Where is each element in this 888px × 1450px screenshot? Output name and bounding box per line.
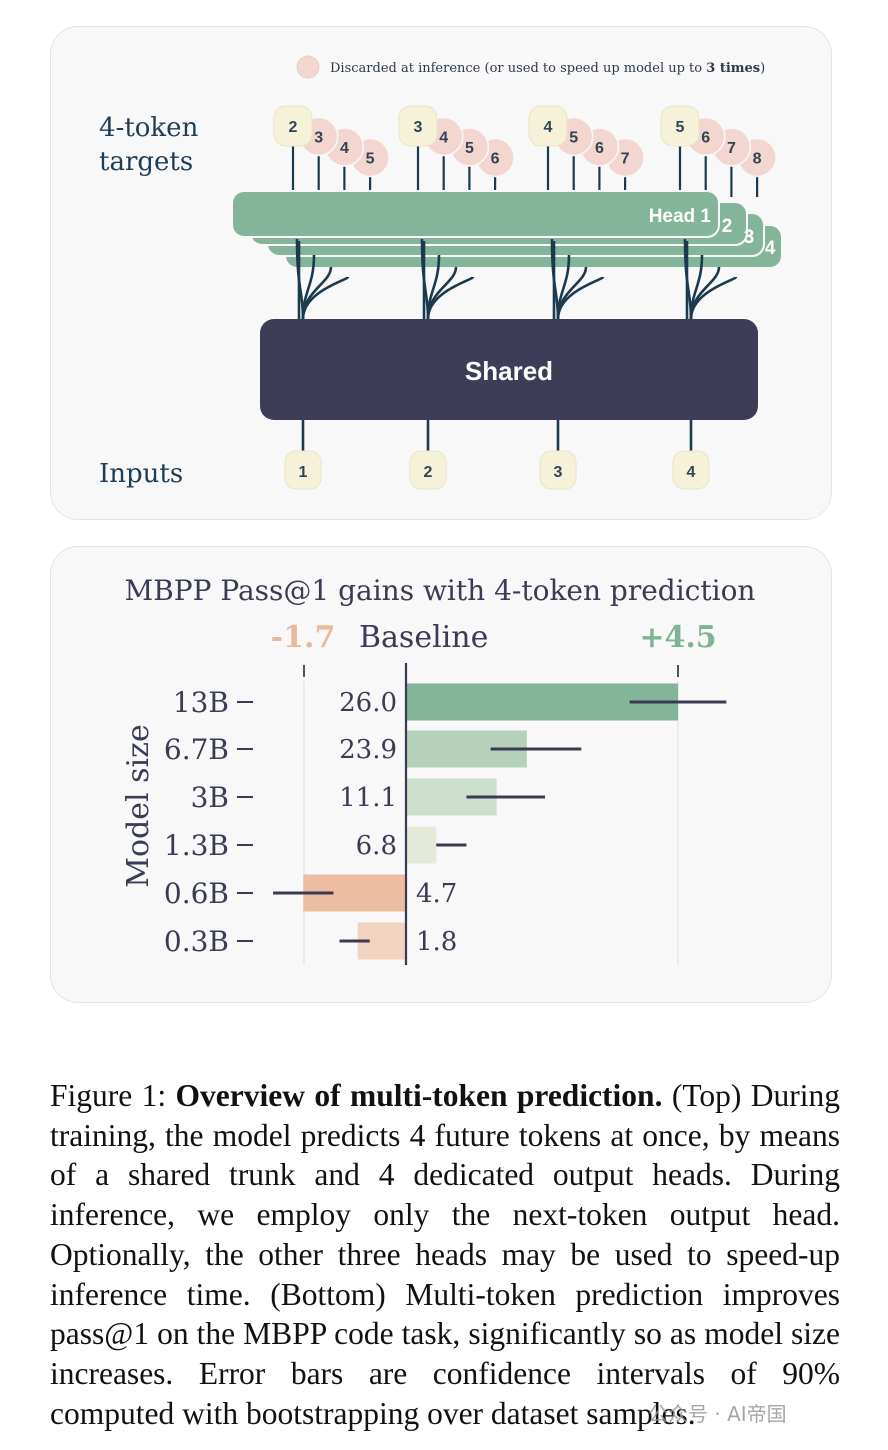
target-token-label: 3 — [314, 130, 323, 147]
target-token-label: 6 — [701, 130, 710, 147]
input-tokens: 1 2 3 4 — [284, 420, 710, 490]
baseline-header: Baseline — [359, 620, 488, 655]
input-token — [539, 450, 577, 490]
baseline-value-label: 6.8 — [356, 831, 397, 861]
target-token-label: 5 — [465, 140, 474, 157]
category-label: 13B — [173, 686, 229, 719]
caption-title: Overview of multi-token prediction. — [175, 1078, 663, 1113]
caption-label: Figure 1: — [50, 1078, 176, 1113]
gain-bar — [406, 826, 437, 864]
target-token-label: 8 — [753, 151, 762, 168]
shared-trunk-box — [260, 319, 758, 420]
branch-line — [689, 275, 738, 320]
target-token-label: 4 — [439, 130, 448, 147]
next-token-target — [528, 105, 568, 147]
watermark-text: 公众号 · AI帝国 — [648, 1402, 787, 1426]
architecture-diagram-panel: Discarded at inference (or used to speed… — [50, 26, 832, 520]
input-token — [284, 450, 322, 490]
baseline-value-label: 11.1 — [339, 783, 397, 813]
mbpp-gain-chart: MBPP Pass@1 gains with 4-token predictio… — [121, 574, 756, 965]
next-token-target — [660, 105, 700, 147]
input-token-label: 4 — [687, 464, 696, 481]
target-token-label: 5 — [366, 151, 375, 168]
next-token-target — [273, 105, 313, 147]
head-3-label: 3 — [744, 227, 755, 248]
branch-line — [556, 275, 605, 320]
head-1-bar — [231, 190, 720, 238]
legend-text: Discarded at inference (or used to speed… — [330, 61, 765, 76]
baseline-value-label: 4.7 — [416, 879, 457, 909]
chart-title: MBPP Pass@1 gains with 4-token predictio… — [125, 574, 756, 607]
shared-trunk-label: Shared — [465, 356, 553, 386]
caption-body: (Top) During training, the model predict… — [50, 1078, 841, 1431]
next-token-target — [398, 105, 438, 147]
baseline-value-label: 23.9 — [339, 735, 397, 765]
legend-discarded-swatch — [296, 55, 320, 79]
category-label: 1.3B — [164, 829, 229, 862]
max-gain-label: +4.5 — [639, 620, 716, 655]
targets-label-line2: targets — [99, 147, 193, 177]
min-gain-label: -1.7 — [271, 620, 336, 655]
y-axis-label: Model size — [121, 724, 156, 887]
category-label: 6.7B — [164, 733, 229, 766]
figure-caption: Figure 1: Overview of multi-token predic… — [50, 1076, 840, 1433]
target-token-label: 3 — [414, 119, 423, 136]
targets-label-line1: 4-token — [99, 113, 199, 143]
target-token-label: 5 — [569, 130, 578, 147]
head-2-label: 2 — [722, 216, 733, 237]
chart-marks: 13B 26.0 6.7B 23.9 3B 11.1 1.3B 6.8 0.6B 4.7 0.3B 1… — [164, 663, 727, 965]
branch-connections — [295, 238, 738, 320]
head-4-label: 4 — [765, 238, 776, 259]
target-token-label: 2 — [289, 119, 298, 136]
branch-line — [426, 275, 475, 320]
architecture-diagram: Discarded at inference (or used to speed… — [99, 55, 783, 490]
target-token-label: 6 — [491, 151, 500, 168]
category-label: 3B — [191, 781, 229, 814]
target-token-label: 5 — [676, 119, 685, 136]
target-token-label: 6 — [595, 140, 604, 157]
head-1-label: Head 1 — [649, 206, 712, 227]
target-token-label: 4 — [340, 140, 349, 157]
branch-line — [301, 275, 350, 320]
target-token-label: 7 — [727, 140, 736, 157]
input-token-label: 2 — [424, 464, 433, 481]
category-label: 0.3B — [164, 925, 229, 958]
inputs-label: Inputs — [99, 459, 183, 489]
target-token-label: 4 — [544, 119, 553, 136]
mbpp-chart-panel: MBPP Pass@1 gains with 4-token predictio… — [50, 546, 832, 1003]
baseline-value-label: 26.0 — [339, 688, 397, 718]
target-token-label: 7 — [621, 151, 630, 168]
input-token-label: 3 — [554, 464, 563, 481]
category-label: 0.6B — [164, 877, 229, 910]
input-token — [672, 450, 710, 490]
input-token-label: 1 — [299, 464, 308, 481]
baseline-value-label: 1.8 — [416, 927, 457, 957]
input-token — [409, 450, 447, 490]
